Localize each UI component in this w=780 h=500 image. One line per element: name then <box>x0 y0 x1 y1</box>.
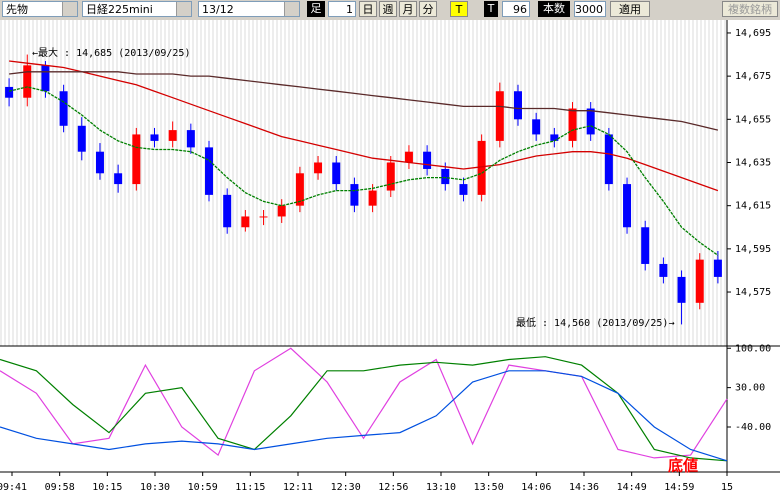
y-tick-label: -40.00 <box>735 422 771 433</box>
candle-body <box>659 263 668 277</box>
candle-body <box>350 184 359 206</box>
candle-body <box>59 91 68 126</box>
oscillator-line <box>0 356 728 462</box>
count-label: 本数 <box>538 1 570 17</box>
candle-body <box>477 140 486 195</box>
candle-body <box>441 168 450 185</box>
oscillator-line <box>0 347 728 459</box>
moving-average <box>9 71 719 131</box>
day-button[interactable]: 日 <box>359 1 377 17</box>
candle-body <box>314 162 323 174</box>
candle-body <box>513 91 522 120</box>
contract-select[interactable]: 13/12 <box>198 1 300 17</box>
count-input[interactable]: 96 <box>502 1 530 17</box>
moving-average <box>9 60 719 192</box>
y-tick-label: 14,675 <box>735 71 771 82</box>
minute-button[interactable]: 分 <box>419 1 437 17</box>
bar-size-input[interactable]: 1 <box>328 1 356 17</box>
week-button[interactable]: 週 <box>379 1 397 17</box>
candle-body <box>77 125 86 152</box>
candle-body <box>423 151 432 169</box>
x-tick-label: 14:36 <box>569 482 599 493</box>
candle-body <box>150 134 159 141</box>
x-tick-label: 10:59 <box>188 482 218 493</box>
oscillator-line <box>0 370 728 462</box>
y-tick-label: 14,595 <box>735 244 771 255</box>
candle-body <box>677 276 686 303</box>
market-select[interactable]: 先物 <box>2 1 78 17</box>
candle-body <box>277 205 286 217</box>
x-tick-label: 12:56 <box>378 482 408 493</box>
candle-body <box>132 134 141 185</box>
candle-body <box>114 173 123 185</box>
y-tick-label: 14,615 <box>735 201 771 212</box>
candle-body <box>604 134 613 185</box>
candle-body <box>386 162 395 191</box>
candle-body <box>23 65 32 98</box>
candle-body <box>623 184 632 228</box>
x-tick-label: 11:15 <box>235 482 265 493</box>
x-tick-label: 14:49 <box>617 482 647 493</box>
candle-body <box>586 108 595 135</box>
x-tick-label: 13:50 <box>474 482 504 493</box>
candle-body <box>168 130 177 141</box>
x-tick-label: 13:10 <box>426 482 456 493</box>
candle-body <box>295 173 304 206</box>
x-tick-label: 12:11 <box>283 482 313 493</box>
y-tick-label: 100.00 <box>735 343 771 354</box>
bars-input[interactable]: 3000 <box>574 1 606 17</box>
y-tick-label: 14,635 <box>735 157 771 168</box>
x-tick-label: 12:30 <box>331 482 361 493</box>
candle-body <box>368 190 377 206</box>
y-tick-label: 14,695 <box>735 28 771 39</box>
candle-body <box>695 259 704 303</box>
x-tick-label: 10:30 <box>140 482 170 493</box>
candle-body <box>495 91 504 141</box>
candle-body <box>459 184 468 195</box>
candle-body <box>41 65 50 92</box>
candle-body <box>223 194 232 228</box>
tick-button[interactable]: T <box>450 1 468 17</box>
apply-button[interactable]: 適用 <box>610 1 650 17</box>
candle-body <box>568 108 577 141</box>
x-tick-label: 09:41 <box>0 482 27 493</box>
candle-body <box>95 151 104 174</box>
x-tick-label: 14:06 <box>521 482 551 493</box>
bottom-annotation: 底値 <box>668 457 698 475</box>
y-tick-label: 14,655 <box>735 114 771 125</box>
x-tick-label: 10:15 <box>92 482 122 493</box>
x-tick-label: 09:58 <box>45 482 75 493</box>
candle-body <box>641 227 650 264</box>
max-annotation: ←最大 : 14,685 (2013/09/25) <box>32 46 190 59</box>
min-annotation: 最低 : 14,560 (2013/09/25)→ <box>516 316 674 329</box>
candle-body <box>186 130 195 148</box>
volume-background <box>0 20 727 346</box>
t-label: T <box>484 1 498 17</box>
toolbar: 先物 日経225mini 13/12 足 1 日 週 月 分 T T 96 本数… <box>0 0 780 20</box>
candle-body <box>713 259 722 277</box>
candle-body <box>241 216 250 228</box>
candle-body <box>205 147 214 195</box>
candle-body <box>532 119 541 135</box>
month-button[interactable]: 月 <box>399 1 417 17</box>
y-tick-label: 14,575 <box>735 287 771 298</box>
multi-button[interactable]: 複数銘柄 <box>722 1 778 17</box>
x-tick-label: 15 <box>721 482 733 493</box>
y-tick-label: 30.00 <box>735 383 765 394</box>
symbol-select[interactable]: 日経225mini <box>82 1 192 17</box>
moving-average <box>8 86 719 256</box>
candle-body <box>332 162 341 185</box>
candle-body <box>259 216 268 218</box>
candle-body <box>5 86 14 98</box>
candle-body <box>550 134 559 141</box>
bar-label: 足 <box>307 1 325 17</box>
x-tick-label: 14:59 <box>664 482 694 493</box>
candle-body <box>404 151 413 163</box>
